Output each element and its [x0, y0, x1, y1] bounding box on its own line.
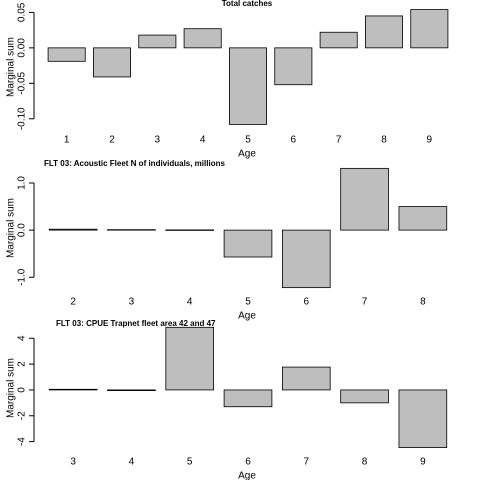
- x-tick-label: 6: [291, 135, 297, 146]
- chart-title: FLT 03: CPUE Trapnet fleet area 42 and 4…: [56, 319, 216, 328]
- y-axis-label: Marginal sum: [6, 37, 17, 97]
- bar: [93, 47, 131, 78]
- x-tick-label: 8: [420, 297, 426, 308]
- x-tick-label: 9: [420, 457, 426, 468]
- chart-title: Total catches: [222, 0, 273, 8]
- x-tick-label: 9: [427, 135, 433, 146]
- x-tick-label: 5: [245, 135, 251, 146]
- bar: [165, 326, 215, 391]
- x-tick-label: 8: [381, 135, 387, 146]
- x-tick-label: 3: [155, 135, 161, 146]
- bar: [274, 47, 313, 86]
- bar: [365, 15, 403, 49]
- bar: [48, 388, 98, 391]
- bar: [281, 366, 331, 391]
- x-tick-label: 2: [70, 297, 76, 308]
- chart-title: FLT 03: Acoustic Fleet N of individuals,…: [44, 159, 225, 168]
- y-tick-label: 2: [17, 361, 28, 367]
- y-tick-label: -0.05: [17, 71, 28, 94]
- x-tick-label: 2: [109, 135, 115, 146]
- x-axis-label: Age: [238, 149, 256, 160]
- x-tick-label: 6: [304, 297, 310, 308]
- bar: [340, 389, 389, 404]
- y-tick-label: 1.0: [17, 176, 28, 190]
- x-tick-label: 3: [129, 297, 135, 308]
- bar: [183, 28, 222, 49]
- x-axis-label: Age: [238, 311, 256, 322]
- x-tick-label: 7: [336, 135, 342, 146]
- y-tick-label: 0.0: [17, 223, 28, 237]
- x-tick-label: 3: [70, 457, 76, 468]
- bar: [398, 206, 448, 231]
- y-tick-label: 0.00: [17, 38, 28, 58]
- bar: [398, 389, 448, 448]
- y-tick-label: 0: [17, 387, 28, 393]
- x-tick-label: 7: [304, 457, 310, 468]
- bar: [319, 31, 358, 49]
- bar: [229, 47, 267, 125]
- x-tick-label: 5: [245, 297, 251, 308]
- y-axis-label: Marginal sum: [6, 198, 17, 258]
- y-tick-label: -0.10: [17, 107, 28, 130]
- x-tick-label: 6: [245, 457, 251, 468]
- bar: [165, 229, 215, 231]
- bar: [107, 389, 156, 391]
- y-tick-label: 0.05: [17, 2, 28, 22]
- bar: [340, 167, 389, 231]
- bar: [138, 34, 177, 49]
- x-axis-label: Age: [238, 471, 256, 480]
- y-axis-label: Marginal sum: [6, 358, 17, 418]
- y-tick-label: 4: [17, 335, 28, 341]
- x-tick-label: 4: [187, 297, 193, 308]
- y-tick-label: -4: [17, 437, 28, 446]
- bar: [281, 229, 331, 289]
- x-tick-label: 4: [200, 135, 206, 146]
- x-tick-label: 4: [129, 457, 135, 468]
- x-tick-label: 5: [187, 457, 193, 468]
- bar: [223, 389, 273, 408]
- x-tick-label: 7: [362, 297, 368, 308]
- bar: [107, 229, 156, 231]
- bar: [47, 47, 86, 62]
- bar: [223, 229, 273, 258]
- bar: [48, 228, 98, 231]
- x-tick-label: 1: [64, 135, 70, 146]
- bar: [410, 9, 449, 49]
- y-tick-label: -1.0: [17, 268, 28, 286]
- y-tick-label: -2: [17, 411, 28, 420]
- x-tick-label: 8: [362, 457, 368, 468]
